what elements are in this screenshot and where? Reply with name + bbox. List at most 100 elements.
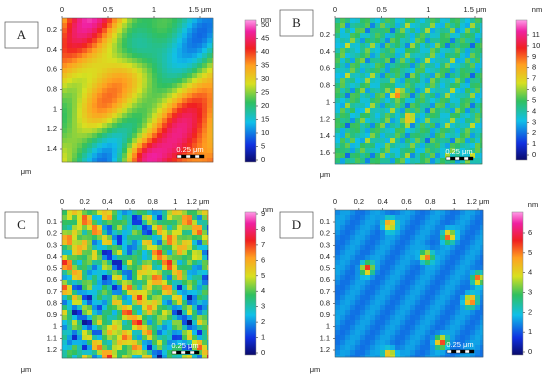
heatmap-cell — [132, 153, 137, 158]
heatmap-cell — [172, 265, 177, 270]
heatmap-cell — [345, 350, 350, 355]
heatmap-cell — [192, 305, 197, 310]
heatmap-cell — [340, 275, 345, 280]
heatmap-cell — [470, 265, 475, 270]
heatmap-cell — [147, 98, 152, 103]
heatmap-cell — [465, 93, 470, 98]
heatmap-cell — [365, 63, 370, 68]
heatmap-cell — [182, 43, 187, 48]
heatmap-cell — [470, 240, 475, 245]
heatmap-cell — [137, 345, 142, 350]
heatmap-cell — [360, 133, 365, 138]
heatmap-cell — [455, 275, 460, 280]
heatmap-cell — [385, 63, 390, 68]
heatmap-cell — [475, 230, 480, 235]
x-tick-label: 1 — [452, 197, 456, 206]
heatmap-cell — [97, 315, 102, 320]
heatmap-cell — [117, 113, 122, 118]
heatmap-cell — [102, 133, 107, 138]
heatmap-cell — [197, 23, 202, 28]
heatmap-cell — [340, 320, 345, 325]
heatmap-cell — [102, 290, 107, 295]
heatmap-cell — [122, 103, 127, 108]
heatmap-cell — [187, 78, 192, 83]
heatmap-cell — [152, 128, 157, 133]
heatmap-cell — [440, 93, 445, 98]
colorbar-tick-label: 40 — [261, 47, 269, 56]
heatmap-cell — [370, 23, 375, 28]
heatmap-cell — [455, 270, 460, 275]
heatmap-cell — [440, 275, 445, 280]
heatmap-cell — [132, 48, 137, 53]
heatmap-cell — [62, 255, 67, 260]
heatmap-cell — [182, 108, 187, 113]
heatmap-cell — [187, 325, 192, 330]
heatmap-cell — [177, 83, 182, 88]
heatmap-cell — [390, 153, 395, 158]
heatmap-cell — [117, 103, 122, 108]
heatmap-cell — [167, 118, 172, 123]
heatmap-cell — [355, 300, 360, 305]
heatmap-cell — [102, 63, 107, 68]
heatmap-cell — [92, 33, 97, 38]
heatmap-cell — [182, 210, 187, 215]
heatmap-cell — [67, 310, 72, 315]
heatmap-cell — [470, 215, 475, 220]
heatmap-cell — [400, 350, 405, 355]
heatmap-cell — [380, 53, 385, 58]
heatmap-cell — [152, 53, 157, 58]
heatmap-cell — [107, 33, 112, 38]
heatmap-cell — [187, 68, 192, 73]
heatmap-cell — [162, 73, 167, 78]
heatmap-cell — [82, 113, 87, 118]
heatmap-cell — [172, 68, 177, 73]
heatmap-cell — [390, 320, 395, 325]
heatmap-cell — [445, 295, 450, 300]
heatmap-cell — [167, 225, 172, 230]
heatmap-cell — [430, 335, 435, 340]
heatmap-cell — [385, 290, 390, 295]
heatmap-cell — [112, 340, 117, 345]
heatmap-cell — [92, 123, 97, 128]
heatmap-cell — [440, 220, 445, 225]
heatmap-cell — [192, 295, 197, 300]
heatmap-cell — [450, 108, 455, 113]
heatmap-cell — [465, 113, 470, 118]
heatmap-cell — [425, 133, 430, 138]
heatmap-cell — [122, 250, 127, 255]
heatmap-cell — [420, 290, 425, 295]
heatmap-cell — [177, 280, 182, 285]
heatmap-cell — [72, 220, 77, 225]
y-tick-label: 1.2 — [47, 345, 57, 354]
heatmap-cell — [117, 98, 122, 103]
heatmap-cell — [395, 23, 400, 28]
heatmap-cell — [117, 23, 122, 28]
heatmap-cell — [162, 58, 167, 63]
heatmap-cell — [182, 295, 187, 300]
heatmap-cell — [375, 118, 380, 123]
heatmap-cell — [375, 28, 380, 33]
heatmap-cell — [465, 88, 470, 93]
heatmap-cell — [77, 215, 82, 220]
heatmap-cell — [460, 225, 465, 230]
heatmap-cell — [390, 93, 395, 98]
heatmap-cell — [475, 58, 480, 63]
heatmap-cell — [132, 113, 137, 118]
heatmap-cell — [365, 335, 370, 340]
heatmap-cell — [72, 23, 77, 28]
heatmap-cell — [430, 103, 435, 108]
heatmap-cell — [202, 138, 207, 143]
heatmap-cell — [192, 250, 197, 255]
heatmap-cell — [410, 48, 415, 53]
heatmap-cell — [77, 73, 82, 78]
y-tick-label: 1.2 — [320, 345, 330, 354]
heatmap-cell — [142, 113, 147, 118]
colorbar-unit: nm — [528, 200, 538, 209]
heatmap-cell — [345, 235, 350, 240]
heatmap-cell — [395, 300, 400, 305]
heatmap-cell — [122, 335, 127, 340]
heatmap-cell — [127, 270, 132, 275]
heatmap-cell — [97, 78, 102, 83]
heatmap-cell — [167, 315, 172, 320]
heatmap-cell — [127, 265, 132, 270]
